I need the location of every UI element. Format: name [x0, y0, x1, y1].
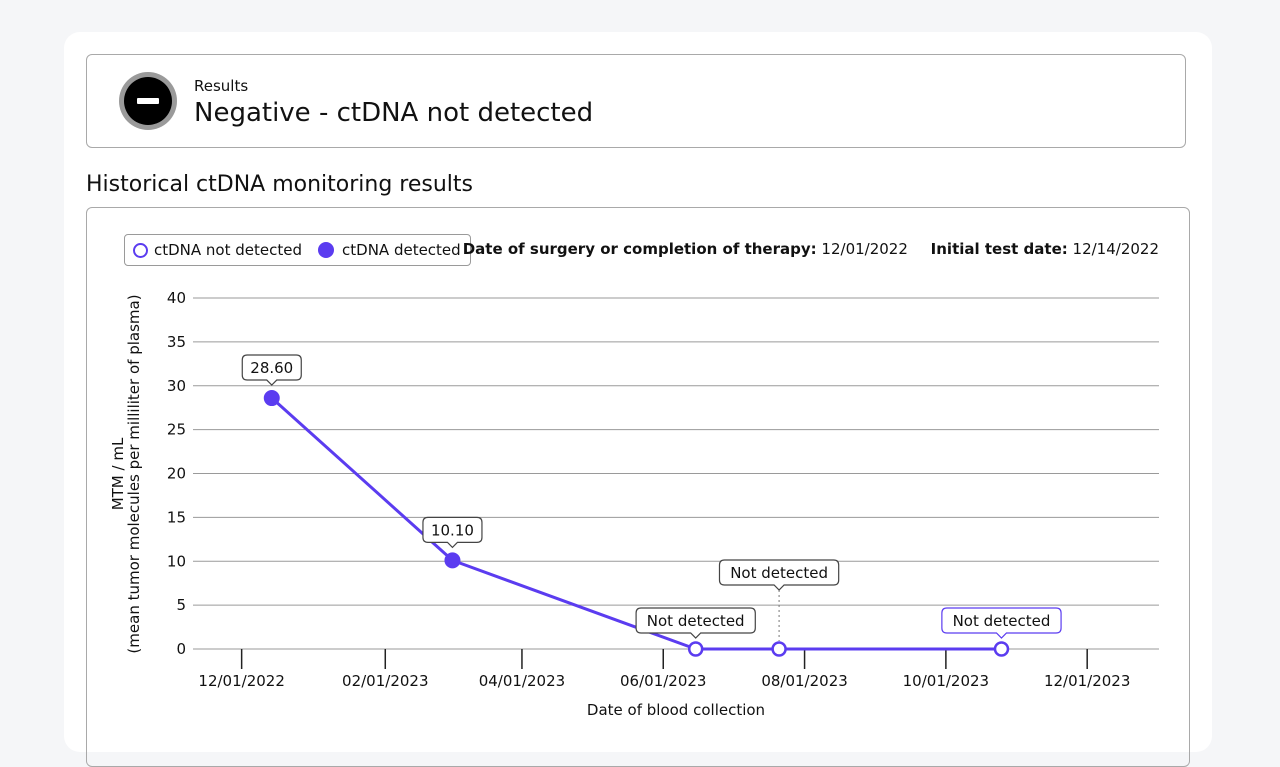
chart-legend: ctDNA not detected ctDNA detected: [124, 234, 471, 266]
data-label: Not detected: [953, 612, 1051, 630]
data-label-box: [241, 354, 302, 386]
data-point-detected: [263, 390, 280, 407]
y-tick-label: 0: [176, 640, 186, 658]
initial-test-date-value: 12/14/2022: [1072, 240, 1159, 258]
surgery-date-label: Date of surgery or completion of therapy…: [462, 240, 817, 258]
filled-circle-icon: [318, 242, 335, 258]
y-tick-label: 5: [176, 596, 186, 614]
x-tick-label: 06/01/2023: [620, 672, 706, 690]
legend-label-detected: ctDNA detected: [342, 241, 461, 259]
y-axis-title-line2: (mean tumor molecules per milliliter of …: [125, 294, 143, 653]
hollow-circle-icon: [133, 242, 148, 258]
y-tick-label: 20: [167, 465, 186, 483]
data-label: Not detected: [730, 564, 828, 582]
y-tick-label: 30: [167, 377, 186, 395]
x-tick-label: 04/01/2023: [479, 672, 565, 690]
data-point-not-detected: [687, 641, 704, 657]
legend-label-not-detected: ctDNA not detected: [154, 241, 303, 259]
x-tick-label: 10/01/2023: [903, 672, 989, 690]
x-tick-label: 02/01/2023: [342, 672, 428, 690]
x-axis-title: Date of blood collection: [587, 701, 765, 719]
x-tick-label: 12/01/2022: [198, 672, 284, 690]
data-label: 10.10: [431, 521, 474, 539]
data-point-not-detected: [993, 641, 1010, 657]
test-dates: Date of surgery or completion of therapy…: [463, 240, 1159, 258]
initial-test-date-label: Initial test date:: [930, 240, 1068, 258]
data-label-box: [941, 607, 1062, 639]
legend-item-not-detected: ctDNA not detected: [133, 241, 302, 259]
data-point-detected: [444, 552, 461, 569]
data-label-box: [635, 607, 756, 639]
y-tick-label: 40: [167, 289, 186, 307]
x-tick-label: 12/01/2023: [1044, 672, 1130, 690]
x-tick-label: 08/01/2023: [761, 672, 847, 690]
surgery-date-value: 12/01/2022: [821, 240, 908, 258]
result-summary: Results Negative - ctDNA not detected: [86, 54, 1186, 148]
minus-circle-icon: [119, 72, 177, 130]
chart-panel: ctDNA not detected ctDNA detected Date o…: [86, 207, 1190, 767]
section-title: Historical ctDNA monitoring results: [86, 172, 473, 197]
y-tick-label: 15: [167, 508, 186, 526]
result-status: Negative - ctDNA not detected: [194, 98, 594, 128]
y-tick-label: 10: [167, 552, 186, 570]
y-tick-label: 35: [167, 333, 186, 351]
y-axis-title-line1: MTM / mL: [109, 437, 127, 510]
y-tick-label: 25: [167, 421, 186, 439]
result-label: Results: [194, 77, 249, 95]
data-point-not-detected: [771, 641, 787, 657]
legend-item-detected: ctDNA detected: [318, 241, 461, 259]
data-label: 28.60: [250, 359, 293, 377]
monitoring-chart: 0 5 10 15 20 25 30 35 40 12/01/2022 02/01/2023 04/0…: [109, 289, 1159, 719]
data-label-box: [718, 559, 840, 591]
data-label: Not detected: [647, 612, 745, 630]
data-label-box: [422, 516, 483, 549]
